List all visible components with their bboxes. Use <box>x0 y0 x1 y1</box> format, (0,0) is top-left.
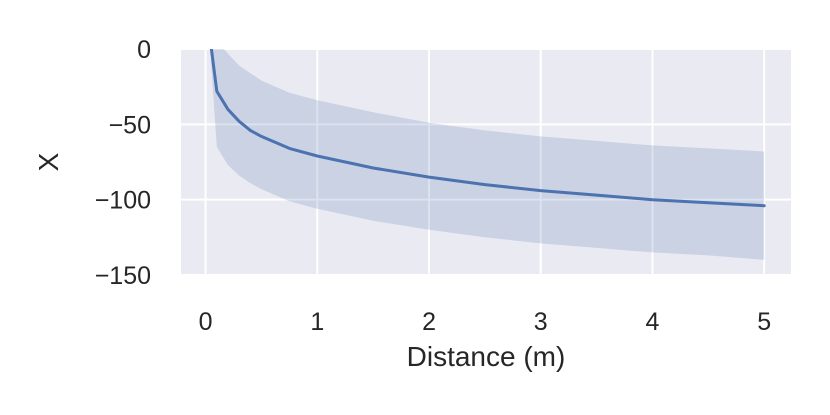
y-tick-label: −100 <box>95 187 151 215</box>
x-tick-label: 2 <box>422 308 436 336</box>
y-tick-label: −50 <box>109 111 151 139</box>
y-tick-label: −150 <box>95 262 151 290</box>
x-tick-label: 5 <box>757 308 771 336</box>
y-axis-ticks: 0 −50 −100 −150 <box>95 36 151 290</box>
x-tick-label: 3 <box>534 308 548 336</box>
series-line <box>209 49 766 208</box>
series-layer <box>209 49 766 260</box>
gridlines <box>181 48 791 276</box>
x-tick-label: 0 <box>199 308 213 336</box>
confidence-band <box>211 49 765 260</box>
y-axis-label: X <box>33 152 64 171</box>
plot-background <box>181 49 791 275</box>
x-tick-label: 4 <box>646 308 660 336</box>
x-axis-label: Distance (m) <box>407 341 566 372</box>
x-tick-label: 1 <box>310 308 324 336</box>
x-axis-ticks: 0 1 2 3 4 5 <box>199 308 772 336</box>
y-tick-label: 0 <box>137 36 151 64</box>
